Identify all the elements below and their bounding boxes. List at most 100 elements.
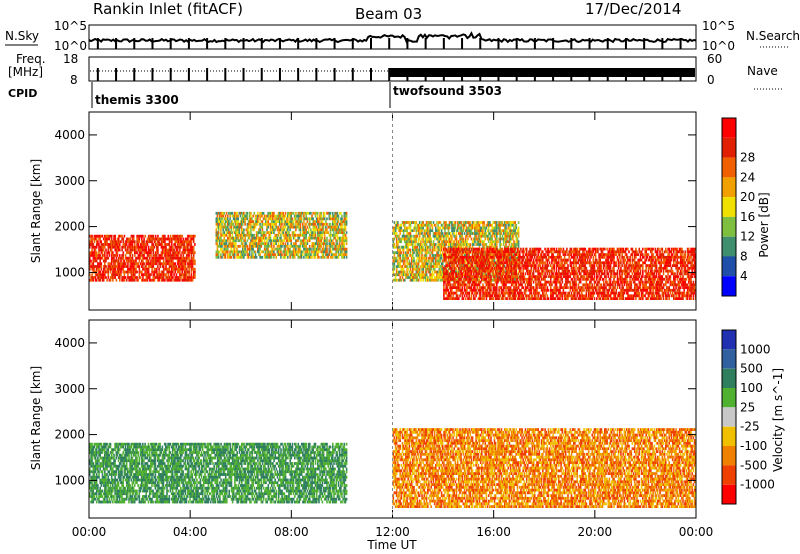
heatmap-cell (231, 253, 234, 256)
heatmap-cell (270, 220, 273, 223)
heatmap-cell (334, 255, 336, 259)
heatmap-cell (254, 214, 257, 218)
heatmap-cell (224, 214, 227, 218)
heatmap-cell (466, 253, 468, 256)
heatmap-cell (259, 236, 261, 240)
heatmap-cell (245, 214, 248, 218)
heatmap-cell (297, 244, 299, 248)
heatmap-cell (277, 247, 280, 251)
heatmap-cell (283, 236, 286, 240)
heatmap-cell (107, 276, 110, 279)
heatmap-cell (101, 254, 104, 257)
heatmap-cell (179, 240, 181, 244)
heatmap-cell (289, 239, 291, 243)
heatmap-cell (257, 236, 259, 240)
heatmap-cell (252, 253, 254, 256)
heatmap-cell (398, 270, 400, 274)
heatmap-cell (281, 244, 283, 248)
heatmap-cell (123, 265, 126, 268)
heatmap-cell (303, 211, 305, 215)
heatmap-cell (177, 245, 180, 249)
heatmap-cell (259, 247, 261, 251)
heatmap-cell (142, 278, 144, 282)
heatmap-cell (393, 237, 396, 241)
heatmap-cell (145, 243, 148, 246)
heatmap-cell (402, 234, 405, 238)
heatmap-cell (415, 232, 418, 235)
heatmap-cell (289, 236, 291, 240)
heatmap-cell (216, 255, 219, 259)
heatmap-cell (223, 255, 226, 259)
heatmap-cell (252, 228, 254, 232)
heatmap-cell (254, 225, 257, 229)
heatmap-cell (333, 214, 335, 218)
heatmap-cell (326, 253, 328, 256)
heatmap-cell (448, 223, 451, 227)
heatmap-cell (413, 226, 415, 230)
heatmap-cell (304, 253, 306, 256)
heatmap-cell (244, 222, 246, 226)
heatmap-cell (221, 211, 223, 215)
heatmap-cell (399, 256, 401, 260)
heatmap-cell (237, 244, 239, 248)
heatmap-cell (444, 280, 446, 284)
heatmap-cell (172, 251, 174, 255)
heatmap-cell (152, 259, 155, 263)
heatmap-cell (238, 231, 241, 234)
heatmap-cell (147, 270, 150, 274)
heatmap-cell (342, 233, 344, 237)
heatmap-cell (156, 243, 158, 246)
heatmap-cell (215, 236, 218, 240)
heatmap-cell (333, 233, 335, 237)
heatmap-cell (270, 247, 273, 251)
heatmap-cell (337, 247, 340, 251)
heatmap-cell (312, 250, 314, 254)
heatmap-cell (121, 254, 123, 257)
heatmap-cell (319, 217, 321, 221)
heatmap-cell (441, 223, 444, 227)
heatmap-cell (408, 240, 411, 244)
heatmap-cell (473, 272, 475, 276)
heatmap-cell (338, 253, 341, 256)
heatmap-cell (237, 214, 239, 218)
heatmap-cell (161, 251, 164, 255)
heatmap-cell (421, 237, 423, 241)
heatmap-cell (245, 244, 248, 248)
heatmap-cell (159, 276, 161, 279)
heatmap-cell (281, 231, 283, 234)
heatmap-cell (116, 245, 119, 249)
heatmap-cell (395, 221, 398, 224)
heatmap-cell (125, 237, 128, 241)
heatmap-cell (303, 242, 305, 245)
heatmap-cell (273, 242, 275, 245)
heatmap-cell (132, 237, 135, 241)
heatmap-cell (190, 265, 193, 268)
heatmap-cell (135, 245, 137, 249)
heatmap-cell (269, 250, 272, 254)
heatmap-cell (268, 217, 271, 221)
heatmap-cell (295, 242, 297, 245)
heatmap-cell (166, 254, 168, 257)
heatmap-cell (395, 265, 398, 268)
heatmap-cell (130, 251, 133, 255)
heatmap-cell (144, 278, 146, 282)
heatmap-cell (394, 245, 397, 249)
heatmap-cell (107, 256, 110, 260)
heatmap-cell (265, 233, 267, 237)
heatmap-cell (288, 247, 290, 251)
heatmap-cell (258, 236, 260, 240)
heatmap-cell (269, 244, 272, 248)
heatmap-cell (319, 214, 321, 218)
heatmap-cell (138, 265, 141, 268)
heatmap-cell (415, 265, 418, 268)
heatmap-cell (412, 245, 414, 249)
heatmap-cell (162, 278, 165, 282)
heatmap-cell (281, 220, 283, 223)
heatmap-cell (401, 273, 404, 277)
heatmap-cell (246, 222, 249, 226)
heatmap-cell (263, 217, 266, 221)
heatmap-cell (314, 242, 317, 245)
heatmap-cell (337, 253, 340, 256)
heatmap-cell (98, 278, 100, 282)
heatmap-cell (341, 222, 343, 226)
